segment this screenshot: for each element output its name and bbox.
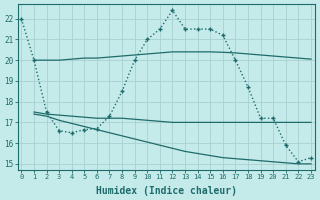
X-axis label: Humidex (Indice chaleur): Humidex (Indice chaleur) xyxy=(96,186,237,196)
